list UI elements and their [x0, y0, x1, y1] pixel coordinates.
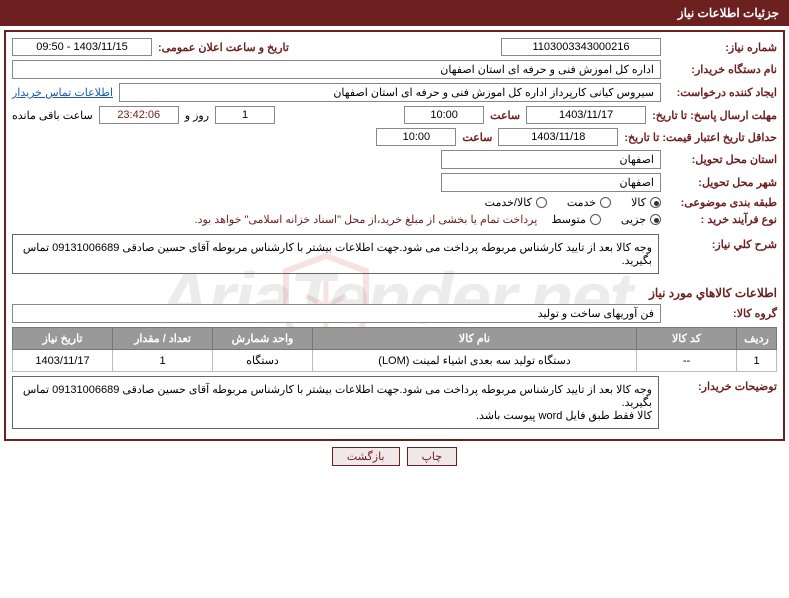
back-button[interactable]: بازگشت: [332, 447, 400, 466]
radio-service[interactable]: [600, 197, 611, 208]
province-label: استان محل تحویل:: [667, 153, 777, 166]
announce-label: تاریخ و ساعت اعلان عمومی:: [158, 41, 289, 54]
col-unit: واحد شمارش: [213, 328, 313, 350]
page-title: جزئیات اطلاعات نیاز: [0, 0, 789, 26]
col-name: نام کالا: [313, 328, 637, 350]
category-radio-group: کالا خدمت کالا/خدمت: [485, 196, 661, 209]
need-number-value: 1103003343000216: [501, 38, 661, 56]
col-code: کد کالا: [637, 328, 737, 350]
process-note: پرداخت تمام یا بخشی از مبلغ خرید،از محل …: [195, 213, 538, 226]
radio-medium[interactable]: [590, 214, 601, 225]
radio-goods[interactable]: [650, 197, 661, 208]
deadline-date: 1403/11/17: [526, 106, 646, 124]
buyer-contact-link[interactable]: اطلاعات تماس خریدار: [12, 86, 113, 99]
province-value: اصفهان: [441, 150, 661, 169]
countdown-timer: 23:42:06: [99, 106, 179, 124]
buyer-notes-box: وجه کالا بعد از تایید کارشناس مربوطه پرد…: [12, 376, 659, 429]
requester-label: ایجاد کننده درخواست:: [667, 86, 777, 99]
details-panel: شماره نیاز: 1103003343000216 تاریخ و ساع…: [4, 30, 785, 441]
radio-partial[interactable]: [650, 214, 661, 225]
items-section-title: اطلاعات کالاهاي مورد نياز: [12, 286, 777, 300]
validity-time: 10:00: [376, 128, 456, 146]
description-label: شرح کلي نياز:: [667, 230, 777, 251]
validity-date: 1403/11/18: [498, 128, 618, 146]
buyer-notes-label: توضیحات خریدار:: [667, 372, 777, 393]
group-label: گروه کالا:: [667, 307, 777, 320]
city-value: اصفهان: [441, 173, 661, 192]
days-label: روز و: [185, 109, 209, 122]
deadline-time: 10:00: [404, 106, 484, 124]
remaining-label: ساعت باقی مانده: [12, 109, 93, 122]
days-remaining: 1: [215, 106, 275, 124]
requester-value: سیروس کیانی کارپرداز اداره کل اموزش فنی …: [119, 83, 661, 102]
city-label: شهر محل تحویل:: [667, 176, 777, 189]
items-table: ردیف کد کالا نام کالا واحد شمارش تعداد /…: [12, 327, 777, 372]
validity-label: حداقل تاریخ اعتبار قیمت: تا تاریخ:: [624, 131, 777, 144]
buyer-org-label: نام دستگاه خریدار:: [667, 63, 777, 76]
buyer-org-value: اداره کل اموزش فنی و حرفه ای استان اصفها…: [12, 60, 661, 79]
need-number-label: شماره نیاز:: [667, 41, 777, 54]
process-label: نوع فرآیند خرید :: [667, 213, 777, 226]
col-qty: تعداد / مقدار: [113, 328, 213, 350]
process-radio-group: جزیی متوسط: [551, 213, 661, 226]
print-button[interactable]: چاپ: [407, 447, 458, 466]
col-row: ردیف: [737, 328, 777, 350]
radio-both[interactable]: [536, 197, 547, 208]
time-label-2: ساعت: [462, 131, 492, 144]
col-date: تاریخ نیاز: [13, 328, 113, 350]
time-label-1: ساعت: [490, 109, 520, 122]
table-row: 1 -- دستگاه تولید سه بعدی اشیاء لمینت (L…: [13, 350, 777, 372]
category-label: طبقه بندی موضوعی:: [667, 196, 777, 209]
description-box: وجه کالا بعد از تایید کارشناس مربوطه پرد…: [12, 234, 659, 274]
group-value: فن آوریهای ساخت و تولید: [12, 304, 661, 323]
deadline-label: مهلت ارسال پاسخ: تا تاریخ:: [652, 109, 777, 122]
announce-value: 1403/11/15 - 09:50: [12, 38, 152, 56]
